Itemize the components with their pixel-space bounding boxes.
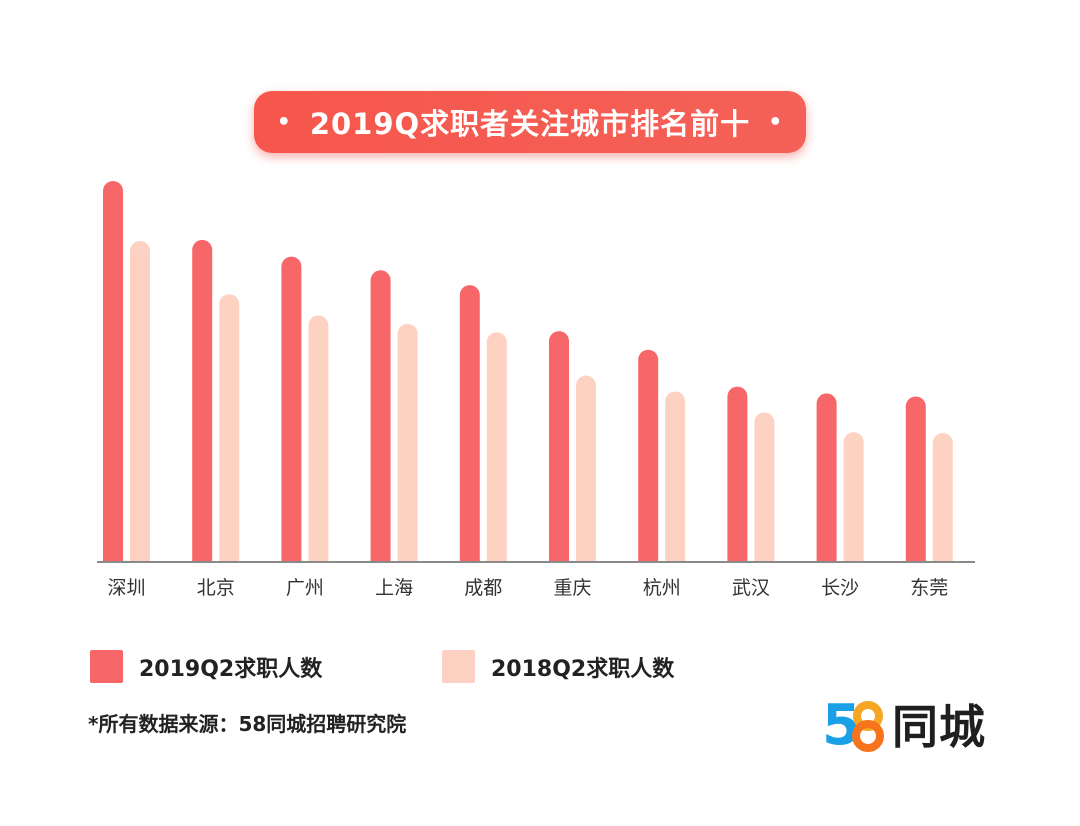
legend-label-2019: 2019Q2求职人数	[139, 656, 323, 682]
logo-ring-bottom	[852, 720, 884, 752]
bar-2018-8	[843, 432, 864, 571]
bar-2019-3	[370, 270, 391, 571]
x-tick-label-4: 成都	[464, 577, 502, 599]
bar-2019-2	[281, 256, 302, 571]
x-tick-label-1: 北京	[197, 577, 235, 599]
title-dot-right: •	[768, 109, 784, 135]
bar-2019-5	[549, 331, 569, 571]
bar-2019-7	[727, 386, 748, 571]
x-tick-label-9: 东莞	[910, 577, 948, 599]
legend-label-2018: 2018Q2求职人数	[491, 656, 675, 682]
logo-text: 同城	[892, 700, 986, 754]
bar-2018-4	[486, 332, 507, 571]
bar-chart: 深圳 北京 广州 上海 成都 重庆 杭州 武汉 长沙 东莞	[90, 181, 980, 599]
bar-2019-9	[905, 396, 926, 571]
bar-2018-5	[576, 375, 596, 571]
x-tick-label-3: 上海	[375, 577, 413, 599]
legend-item-2019: 2019Q2求职人数	[90, 650, 322, 683]
legend-swatch-2018	[442, 650, 475, 683]
brand-logo: 5 同城	[820, 692, 986, 756]
x-tick-label-6: 杭州	[643, 577, 681, 599]
bar-2018-6	[665, 391, 686, 571]
data-source-note: *所有数据来源：58同城招聘研究院	[88, 712, 407, 736]
legend-swatch-2019	[90, 650, 123, 683]
x-tick-label-2: 广州	[286, 577, 324, 599]
x-tick-label-8: 长沙	[821, 577, 859, 599]
bar-2019-6	[638, 349, 659, 571]
bar-2019-1	[192, 239, 213, 571]
bar-2019-8	[816, 393, 837, 571]
chart-title: 2019Q求职者关注城市排名前十	[309, 107, 751, 141]
bar-2018-7	[754, 412, 775, 571]
x-tick-label-7: 武汉	[732, 577, 770, 599]
bar-2018-2	[308, 315, 329, 571]
bar-2018-9	[932, 432, 953, 571]
bar-2018-3	[397, 323, 418, 571]
58-tongcheng-logo-icon: 5	[822, 694, 884, 754]
x-tick-label-0: 深圳	[107, 577, 145, 599]
x-tick-label-5: 重庆	[553, 577, 591, 599]
bar-2019-4	[459, 285, 480, 571]
baseline-mask	[90, 562, 980, 574]
chart-title-banner: • 2019Q求职者关注城市排名前十 •	[254, 91, 806, 153]
bar-2018-0	[130, 241, 150, 572]
bar-2019-0	[103, 181, 123, 571]
legend-item-2018: 2018Q2求职人数	[442, 650, 674, 683]
title-dot-left: •	[276, 109, 292, 135]
bar-2018-1	[219, 294, 240, 571]
